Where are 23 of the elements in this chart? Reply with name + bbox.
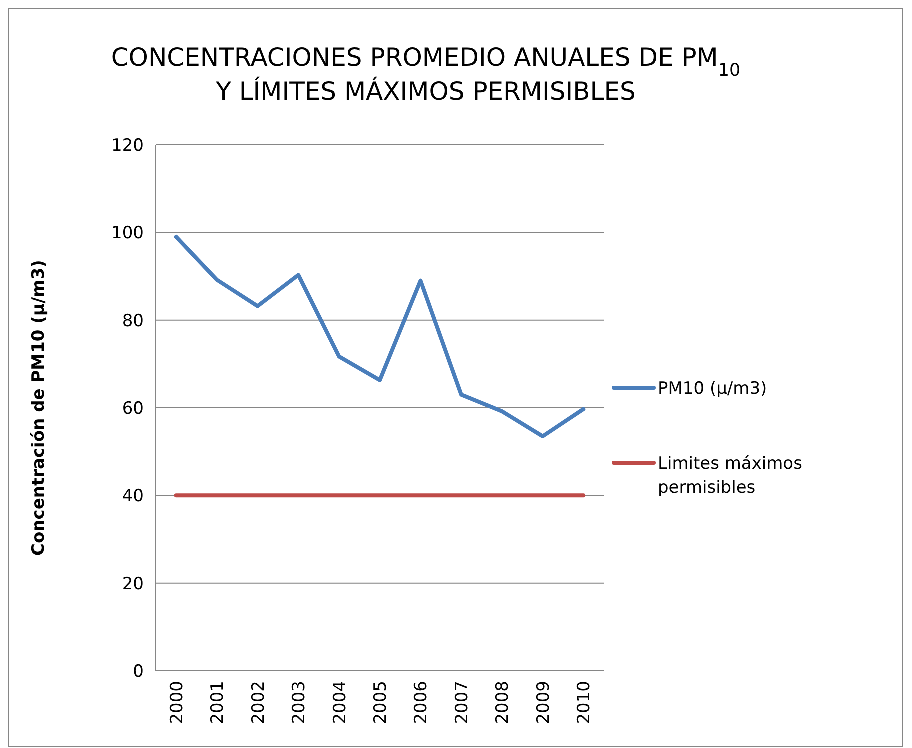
- x-tick-label: 2003: [290, 681, 310, 724]
- x-tick-label: 2007: [452, 681, 472, 724]
- x-tick-label: 2001: [208, 681, 228, 724]
- x-tick-label: 2008: [493, 681, 514, 724]
- legend-label: PM10 (μ/m3): [658, 379, 768, 399]
- chart-title: CONCENTRACIONES PROMEDIO ANUALES DE PM$_{10}$ Y LÍMITES MÁXIMOS PERMISIBLES: [111, 43, 741, 106]
- y-tick-label: 40: [122, 486, 144, 507]
- x-tick-label: 2000: [167, 681, 188, 724]
- y-tick-label: 100: [112, 224, 144, 244]
- y-tick-label: 20: [122, 574, 144, 594]
- x-tick-label: 2004: [330, 681, 350, 724]
- y-tick-label: 0: [133, 662, 144, 682]
- x-tick-label: 2009: [534, 681, 554, 724]
- legend-label: Limites máximos permisibles: [658, 454, 803, 498]
- y-tick-label: 120: [112, 136, 144, 156]
- x-tick-label: 2006: [412, 681, 432, 724]
- y-axis-title: Concentración de PM10 (μ/m3): [29, 260, 49, 556]
- x-tick-label: 2002: [248, 681, 269, 724]
- x-tick-label: 2005: [371, 681, 391, 724]
- y-tick-label: 60: [122, 398, 144, 419]
- x-tick-label: 2010: [574, 681, 595, 724]
- line-series: [174, 235, 586, 438]
- y-tick-label: 80: [122, 311, 144, 332]
